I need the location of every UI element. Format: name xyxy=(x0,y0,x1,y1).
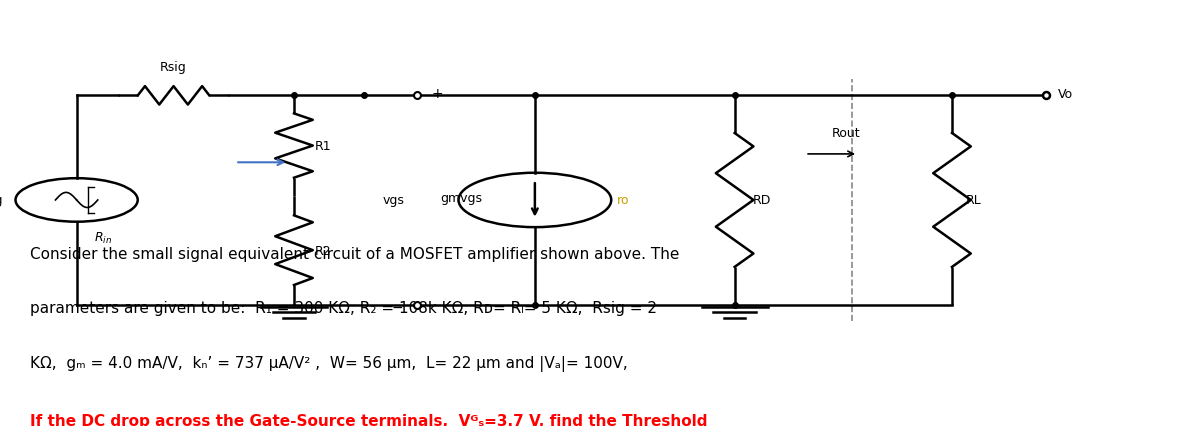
Text: If the DC drop across the Gate-Source terminals,  Vᴳₛ=3.7 V, find the Threshold: If the DC drop across the Gate-Source te… xyxy=(30,413,707,426)
Text: vgs: vgs xyxy=(382,194,405,207)
Text: Vsig: Vsig xyxy=(0,194,4,207)
Text: RL: RL xyxy=(966,194,982,207)
Text: Rsig: Rsig xyxy=(161,60,187,73)
Text: Rout: Rout xyxy=(832,127,861,140)
Text: ro: ro xyxy=(617,194,629,207)
Text: Vo: Vo xyxy=(1058,87,1073,101)
Text: −: − xyxy=(392,300,403,314)
Text: R$_{in}$: R$_{in}$ xyxy=(95,230,113,245)
Text: R2: R2 xyxy=(315,244,332,257)
Text: RD: RD xyxy=(752,194,771,207)
Text: R1: R1 xyxy=(315,140,332,153)
Text: parameters are given to be:  R₁ = 300 KΩ, R₂ = 108k KΩ, Rᴅ= Rₗ= 5 KΩ,  Rsig = 2: parameters are given to be: R₁ = 300 KΩ,… xyxy=(30,301,657,316)
Text: +: + xyxy=(432,87,444,101)
Text: KΩ,  gₘ = 4.0 mA/V,  kₙ’ = 737 μA/V² ,  W= 56 μm,  L= 22 μm and |Vₐ|= 100V,: KΩ, gₘ = 4.0 mA/V, kₙ’ = 737 μA/V² , W= … xyxy=(30,355,627,371)
Text: gmvgs: gmvgs xyxy=(440,192,482,205)
Text: Consider the small signal equivalent circuit of a MOSFET amplifier shown above. : Consider the small signal equivalent cir… xyxy=(30,246,679,262)
